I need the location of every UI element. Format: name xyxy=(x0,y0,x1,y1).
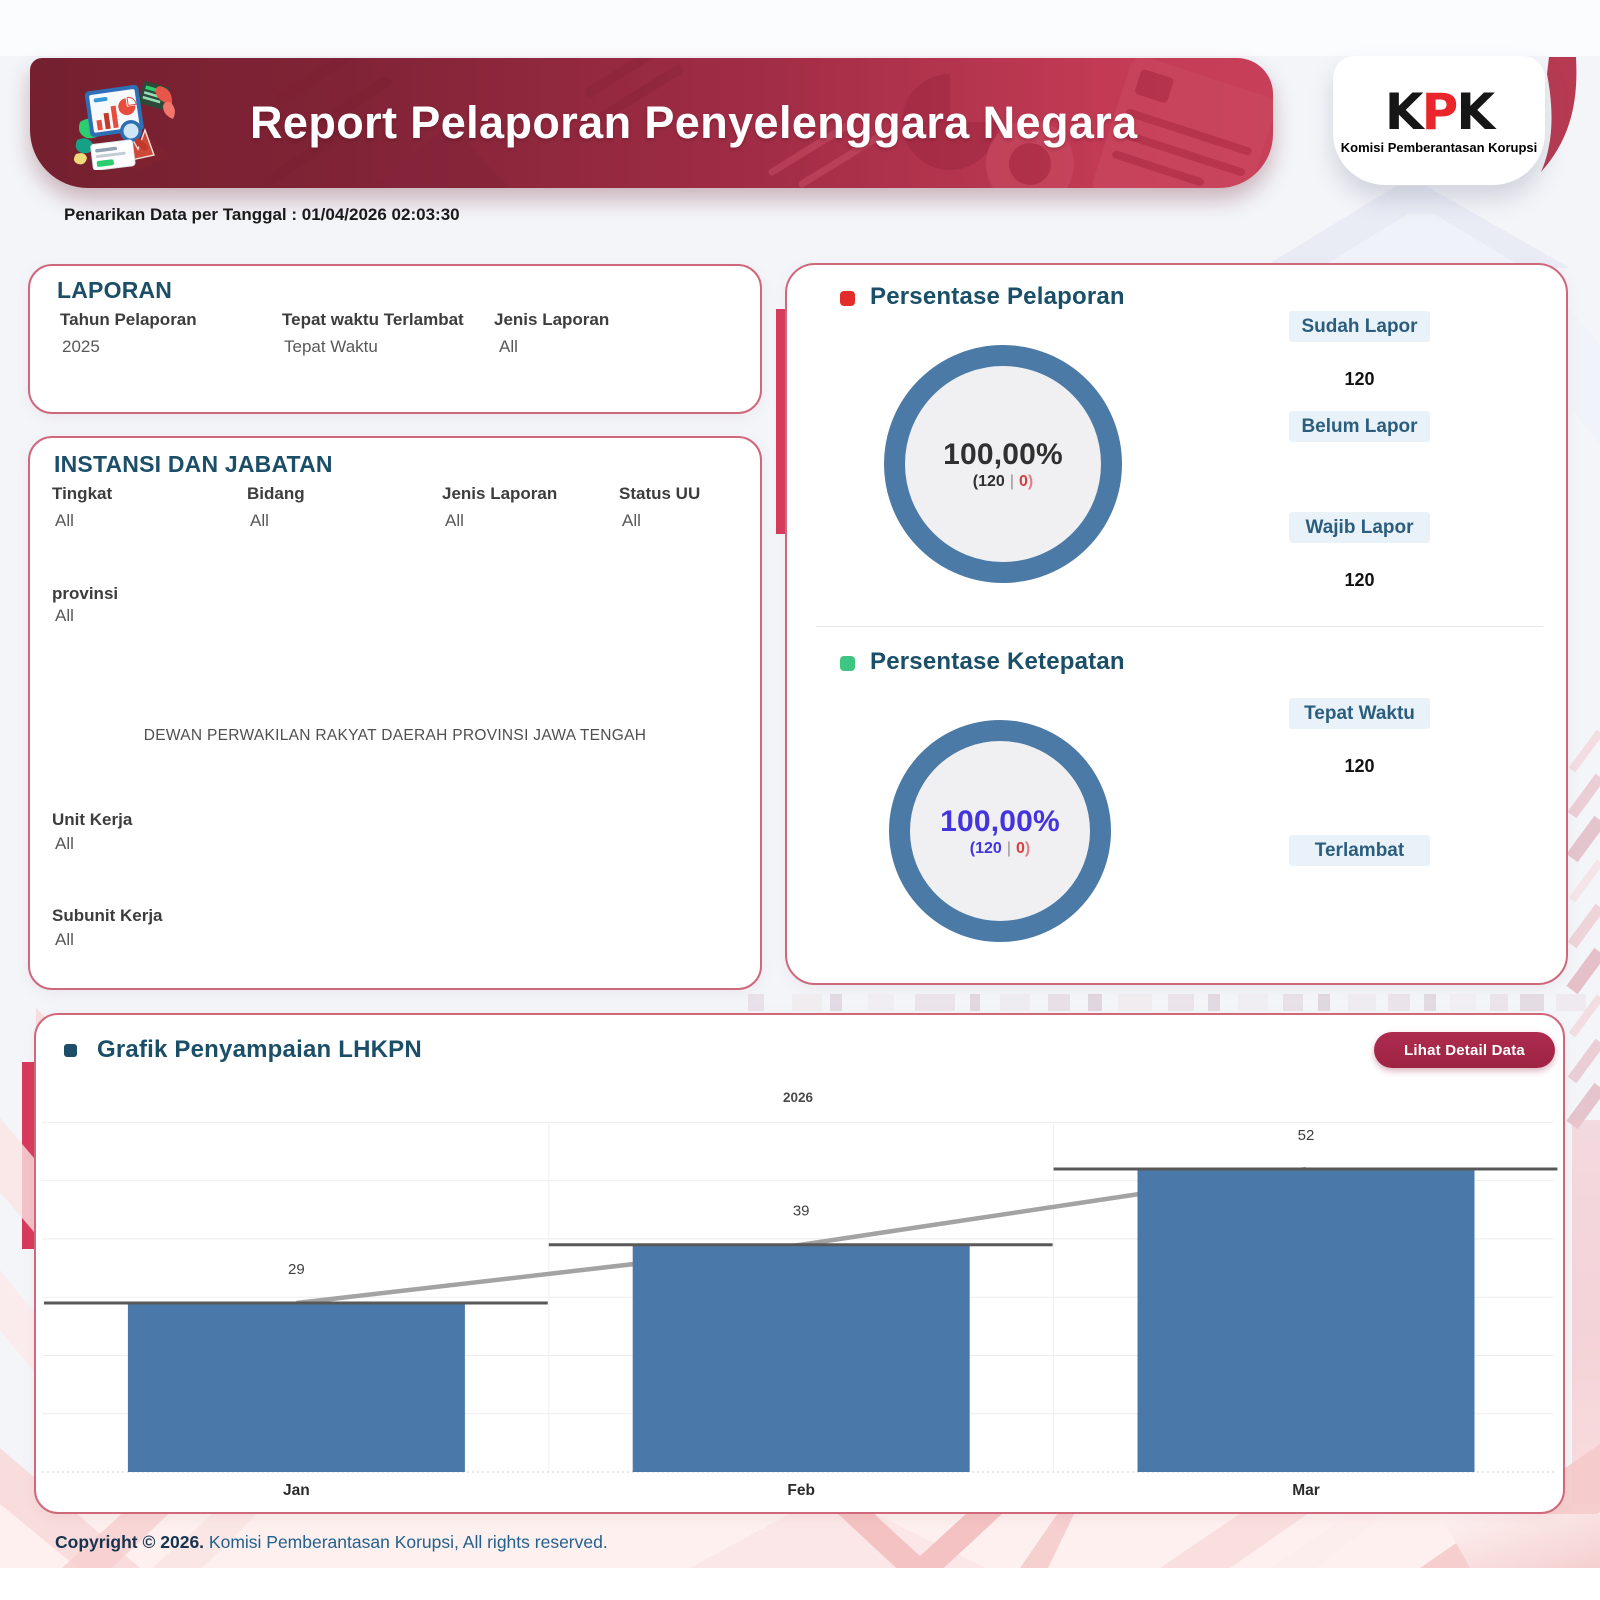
filter-label-unit-kerja: Unit Kerja xyxy=(52,810,133,829)
svg-text:2026: 2026 xyxy=(783,1090,814,1105)
copyright-year: Copyright © 2026. xyxy=(55,1532,205,1552)
filter-label-subunit-kerja: Subunit Kerja xyxy=(52,906,163,925)
svg-text:Mar: Mar xyxy=(1292,1482,1320,1499)
laporan-panel-title: LAPORAN xyxy=(57,277,173,303)
header-banner: Report Pelaporan Penyelenggara Negara xyxy=(30,58,1273,188)
filter-label-tahun-pelaporan: Tahun Pelaporan xyxy=(60,310,197,329)
chip-terlambat[interactable]: Terlambat xyxy=(1289,835,1430,866)
ketepatan-section-title: Persentase Ketepatan xyxy=(870,648,1125,675)
pelaporan-bullet-icon xyxy=(840,291,855,306)
ketepatan-percent-detail: (120 | 0) xyxy=(969,839,1031,857)
filter-value-tingkat[interactable]: All xyxy=(55,511,74,530)
filter-value-tepat-waktu-terlambat[interactable]: Tepat Waktu xyxy=(284,337,378,356)
pelaporan-percent-detail: (120 | 0) xyxy=(972,472,1034,490)
ketepatan-donut-chart: 100,00% (120 | 0) xyxy=(889,720,1111,942)
skyline-band-decoration xyxy=(748,994,1586,1011)
instansi-panel-title: INSTANSI DAN JABATAN xyxy=(54,451,333,477)
filter-value-subunit-kerja[interactable]: All xyxy=(55,930,74,949)
filter-label-tepat-waktu-terlambat: Tepat waktu Terlambat xyxy=(282,310,464,329)
instansi-name-text: DEWAN PERWAKILAN RAKYAT DAERAH PROVINSI … xyxy=(143,727,647,744)
filter-label-jenis-laporan-2: Jenis Laporan xyxy=(442,484,558,503)
filter-value-jenis-laporan-2[interactable]: All xyxy=(445,511,464,530)
value-tepat-waktu: 120 xyxy=(1344,756,1375,776)
grafik-bullet-icon xyxy=(64,1044,77,1057)
ketepatan-bullet-icon xyxy=(840,656,855,671)
dashboard-illustration xyxy=(74,81,175,170)
page-title: Report Pelaporan Penyelenggara Negara xyxy=(250,97,1138,148)
value-sudah-lapor: 120 xyxy=(1344,369,1375,389)
lhkpn-bar-chart: 29 39 52 2026 Jan Feb Mar xyxy=(42,1090,1558,1499)
filter-label-bidang: Bidang xyxy=(247,484,305,503)
kpk-logo-card: KPK Komisi Pemberantasan Korupsi xyxy=(1333,56,1545,185)
svg-text:39: 39 xyxy=(793,1203,810,1220)
section-divider xyxy=(816,626,1543,627)
pelaporan-percent: 100,00% xyxy=(943,437,1063,471)
filter-label-status-uu: Status UU xyxy=(619,484,701,503)
svg-text:29: 29 xyxy=(288,1261,305,1278)
grafik-panel: 29 39 52 2026 Jan Feb Mar Grafik Penyampaian L… xyxy=(34,1013,1565,1514)
filter-value-jenis-laporan[interactable]: All xyxy=(499,337,518,356)
chip-sudah-lapor[interactable]: Sudah Lapor xyxy=(1289,311,1430,342)
filter-value-provinsi[interactable]: All xyxy=(55,606,74,625)
svg-text:Feb: Feb xyxy=(787,1482,815,1499)
filter-value-tahun-pelaporan[interactable]: 2025 xyxy=(62,337,100,356)
filter-label-jenis-laporan: Jenis Laporan xyxy=(494,310,610,329)
laporan-panel: LAPORAN Tahun Pelaporan 2025 Tepat waktu… xyxy=(28,264,762,414)
pelaporan-donut-chart: 100,00% (120 | 0) xyxy=(884,345,1122,583)
filter-label-provinsi: provinsi xyxy=(52,584,119,603)
grafik-section-title: Grafik Penyampaian LHKPN xyxy=(97,1036,422,1063)
svg-text:Jan: Jan xyxy=(283,1482,310,1499)
chip-wajib-lapor[interactable]: Wajib Lapor xyxy=(1289,512,1430,543)
kpk-logo-subtitle: Komisi Pemberantasan Korupsi xyxy=(1340,139,1538,155)
right-edge-hatch-decoration xyxy=(1566,729,1600,1130)
kpk-logo: KPK xyxy=(1384,82,1495,141)
filter-value-unit-kerja[interactable]: All xyxy=(55,834,74,853)
data-extraction-date: Penarikan Data per Tanggal : 01/04/2026 … xyxy=(64,205,460,224)
instansi-jabatan-panel: INSTANSI DAN JABATAN Tingkat All Bidang … xyxy=(28,436,762,990)
copyright-rest: Komisi Pemberantasan Korupsi, All rights… xyxy=(204,1532,608,1552)
lihat-detail-data-button[interactable]: Lihat Detail Data xyxy=(1374,1032,1555,1068)
svg-text:52: 52 xyxy=(1298,1127,1315,1144)
filter-value-status-uu[interactable]: All xyxy=(622,511,641,530)
banner-pattern-decoration xyxy=(264,58,1273,188)
pelaporan-section-title: Persentase Pelaporan xyxy=(870,283,1125,310)
filter-label-tingkat: Tingkat xyxy=(52,484,113,503)
value-wajib-lapor: 120 xyxy=(1344,570,1375,590)
ketepatan-percent: 100,00% xyxy=(940,804,1060,838)
persentase-panel: Persentase Pelaporan 100,00% (120 | 0) Sud… xyxy=(785,263,1568,985)
chip-belum-lapor[interactable]: Belum Lapor xyxy=(1289,411,1430,442)
filter-value-bidang[interactable]: All xyxy=(250,511,269,530)
copyright-footer: Copyright © 2026. Komisi Pemberantasan K… xyxy=(55,1532,608,1553)
chip-tepat-waktu[interactable]: Tepat Waktu xyxy=(1289,698,1430,729)
